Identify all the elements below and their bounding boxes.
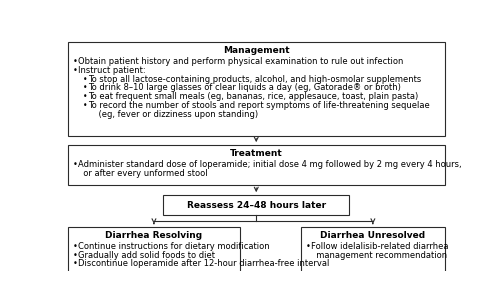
Text: •: • <box>82 84 87 92</box>
Text: Management: Management <box>223 46 290 55</box>
Bar <box>68 42 444 136</box>
Bar <box>301 227 444 285</box>
Text: (eg, fever or dizziness upon standing): (eg, fever or dizziness upon standing) <box>88 110 258 119</box>
Text: •: • <box>72 160 78 169</box>
Text: Discontinue loperamide after 12-hour diarrhea-free interval: Discontinue loperamide after 12-hour dia… <box>78 259 330 268</box>
Text: Treatment: Treatment <box>230 149 282 158</box>
Text: Administer standard dose of loperamide; initial dose 4 mg followed by 2 mg every: Administer standard dose of loperamide; … <box>78 160 462 169</box>
Bar <box>68 227 240 285</box>
Text: Continue instructions for dietary modification: Continue instructions for dietary modifi… <box>78 242 270 251</box>
Text: Obtain patient history and perform physical examination to rule out infection: Obtain patient history and perform physi… <box>78 57 404 66</box>
Text: •: • <box>72 250 78 260</box>
Text: Diarrhea Resolving: Diarrhea Resolving <box>106 230 202 240</box>
Text: •: • <box>72 66 78 75</box>
Text: •: • <box>82 101 87 110</box>
Text: Instruct patient:: Instruct patient: <box>78 66 146 75</box>
Text: management recommendation: management recommendation <box>312 250 448 260</box>
Text: Diarrhea Unresolved: Diarrhea Unresolved <box>320 230 426 240</box>
Text: Reassess 24–48 hours later: Reassess 24–48 hours later <box>186 201 326 210</box>
Text: •: • <box>72 259 78 268</box>
Text: or after every unformed stool: or after every unformed stool <box>78 169 208 178</box>
Text: Follow idelalisib-related diarrhea: Follow idelalisib-related diarrhea <box>312 242 449 251</box>
Text: To drink 8–10 large glasses of clear liquids a day (eg, Gatorade® or broth): To drink 8–10 large glasses of clear liq… <box>88 84 401 92</box>
Text: To eat frequent small meals (eg, bananas, rice, applesauce, toast, plain pasta): To eat frequent small meals (eg, bananas… <box>88 92 418 101</box>
Bar <box>68 145 444 185</box>
Text: •: • <box>72 57 78 66</box>
Text: To record the number of stools and report symptoms of life-threatening sequelae: To record the number of stools and repor… <box>88 101 430 110</box>
Text: To stop all lactose-containing products, alcohol, and high-osmolar supplements: To stop all lactose-containing products,… <box>88 74 422 84</box>
Text: •: • <box>72 242 78 251</box>
Text: Gradually add solid foods to diet: Gradually add solid foods to diet <box>78 250 215 260</box>
Text: •: • <box>82 92 87 101</box>
Bar <box>163 195 349 215</box>
Text: •: • <box>306 242 310 251</box>
Text: •: • <box>82 74 87 84</box>
